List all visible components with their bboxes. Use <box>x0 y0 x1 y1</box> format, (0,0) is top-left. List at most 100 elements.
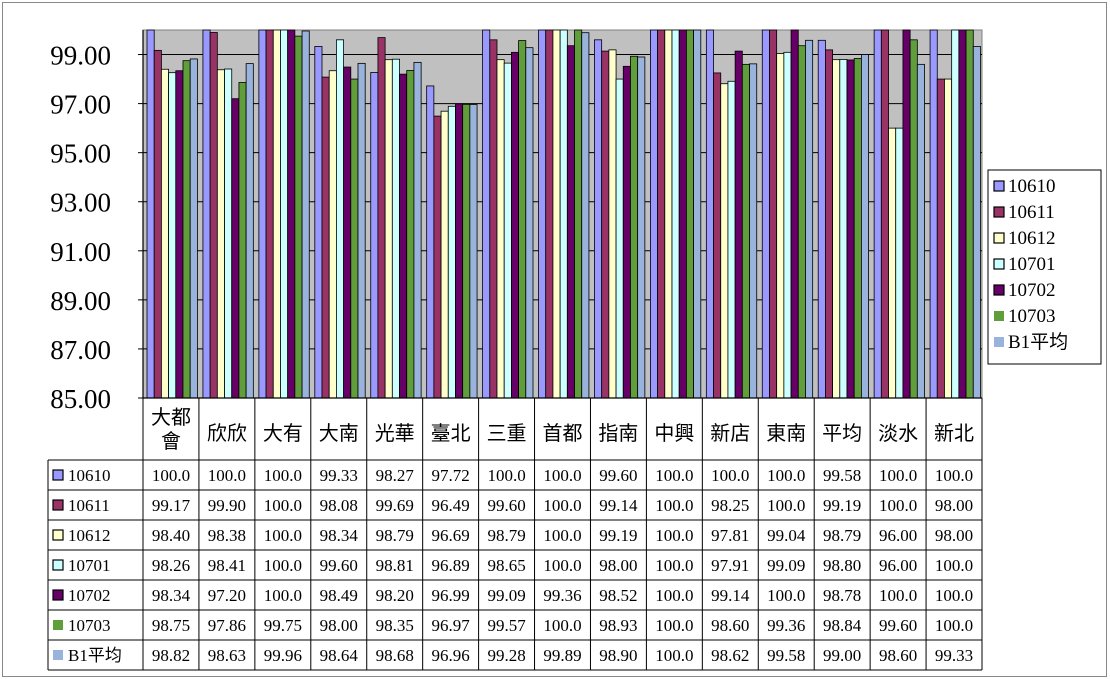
table-cell: 98.68 <box>376 646 414 665</box>
bar <box>650 29 659 399</box>
legend-box <box>987 169 1102 365</box>
table-cell: 98.00 <box>935 496 973 515</box>
bar <box>741 63 750 399</box>
legend-swatch <box>993 258 1005 270</box>
bar <box>790 29 799 399</box>
bar <box>482 29 491 399</box>
table-cell: 98.26 <box>152 556 190 575</box>
table-cell: 96.89 <box>432 556 470 575</box>
table-series-label: 10703 <box>68 616 111 635</box>
table-cell: 99.57 <box>487 616 526 635</box>
legend-swatch <box>993 232 1005 244</box>
table-cell: 100.0 <box>264 556 302 575</box>
bar <box>880 29 889 399</box>
table-series-label: 10611 <box>68 496 110 515</box>
table-cell: 98.93 <box>599 616 637 635</box>
bar <box>951 29 960 399</box>
table-cell: 97.20 <box>208 586 246 605</box>
bar <box>182 60 191 399</box>
bar <box>936 78 945 399</box>
table-cell: 96.69 <box>432 526 470 545</box>
bar <box>328 70 337 399</box>
bar <box>832 59 841 399</box>
bar <box>615 78 624 399</box>
bar <box>559 29 568 399</box>
bar <box>272 29 281 399</box>
bar <box>294 35 303 399</box>
category-label: 欣欣 <box>207 422 247 445</box>
table-cell: 99.96 <box>264 646 302 665</box>
bar <box>202 29 211 399</box>
series-key-swatch <box>52 529 64 541</box>
category-label: 東南 <box>766 422 806 445</box>
table-cell: 96.49 <box>432 496 470 515</box>
bar <box>314 46 323 399</box>
bar <box>902 29 911 399</box>
table-cell: 99.28 <box>487 646 525 665</box>
table-cell: 100.0 <box>655 526 693 545</box>
bar <box>958 29 967 399</box>
table-cell: 99.14 <box>599 496 638 515</box>
table-cell: 98.81 <box>376 556 414 575</box>
table-series-label: 10701 <box>68 556 111 575</box>
table-cell: 100.0 <box>767 466 805 485</box>
table-cell: 98.64 <box>320 646 359 665</box>
table-cell: 100.0 <box>264 586 302 605</box>
y-tick-label: 99.00 <box>50 41 111 71</box>
legend-swatch <box>994 311 1004 321</box>
table-cell: 99.58 <box>823 466 861 485</box>
bar <box>447 105 456 399</box>
bar <box>727 80 736 399</box>
bar <box>853 58 862 399</box>
y-tick-label: 95.00 <box>50 139 111 169</box>
table-cell: 100.0 <box>767 496 805 515</box>
legend-swatch <box>994 337 1004 347</box>
table-cell: 97.72 <box>432 466 470 485</box>
bar <box>391 58 400 399</box>
bar <box>189 58 198 399</box>
bar <box>657 29 666 399</box>
table-cell: 100.0 <box>264 496 302 515</box>
bar <box>510 51 519 399</box>
category-label: 大有 <box>263 422 303 445</box>
bar <box>608 49 617 399</box>
table-cell: 98.40 <box>152 526 190 545</box>
bar <box>377 37 386 399</box>
table-cell: 99.60 <box>487 496 525 515</box>
table-cell: 98.60 <box>711 616 749 635</box>
series-key-swatch <box>53 620 63 630</box>
bar <box>734 50 743 399</box>
bar <box>713 72 722 399</box>
table-cell: 100.0 <box>879 586 917 605</box>
table-series-label: 10612 <box>68 526 111 545</box>
bar <box>525 47 534 399</box>
bar <box>350 78 359 399</box>
category-label: 三重 <box>487 422 527 445</box>
bar <box>426 85 435 399</box>
bar <box>630 55 639 399</box>
bar <box>574 29 583 399</box>
table-cell: 99.69 <box>376 496 414 515</box>
bar <box>720 83 729 399</box>
bar <box>175 70 184 399</box>
y-tick-label: 85.00 <box>50 384 111 414</box>
table-cell: 99.89 <box>543 646 581 665</box>
table-cell: 99.33 <box>320 466 358 485</box>
table-cell: 98.65 <box>487 556 525 575</box>
table-cell: 98.79 <box>376 526 414 545</box>
bar <box>873 29 882 399</box>
bar <box>693 29 702 399</box>
bar <box>496 59 505 399</box>
bar <box>231 98 240 399</box>
table-cell: 98.79 <box>823 526 861 545</box>
bar <box>321 76 330 399</box>
bar <box>566 45 575 399</box>
legend-swatch <box>993 284 1005 296</box>
bar <box>797 45 806 399</box>
bar <box>265 29 274 399</box>
bar <box>916 63 925 399</box>
bar <box>761 29 770 399</box>
table-cell: 96.00 <box>879 526 917 545</box>
bar <box>581 32 590 399</box>
category-label: 中興 <box>654 422 694 445</box>
